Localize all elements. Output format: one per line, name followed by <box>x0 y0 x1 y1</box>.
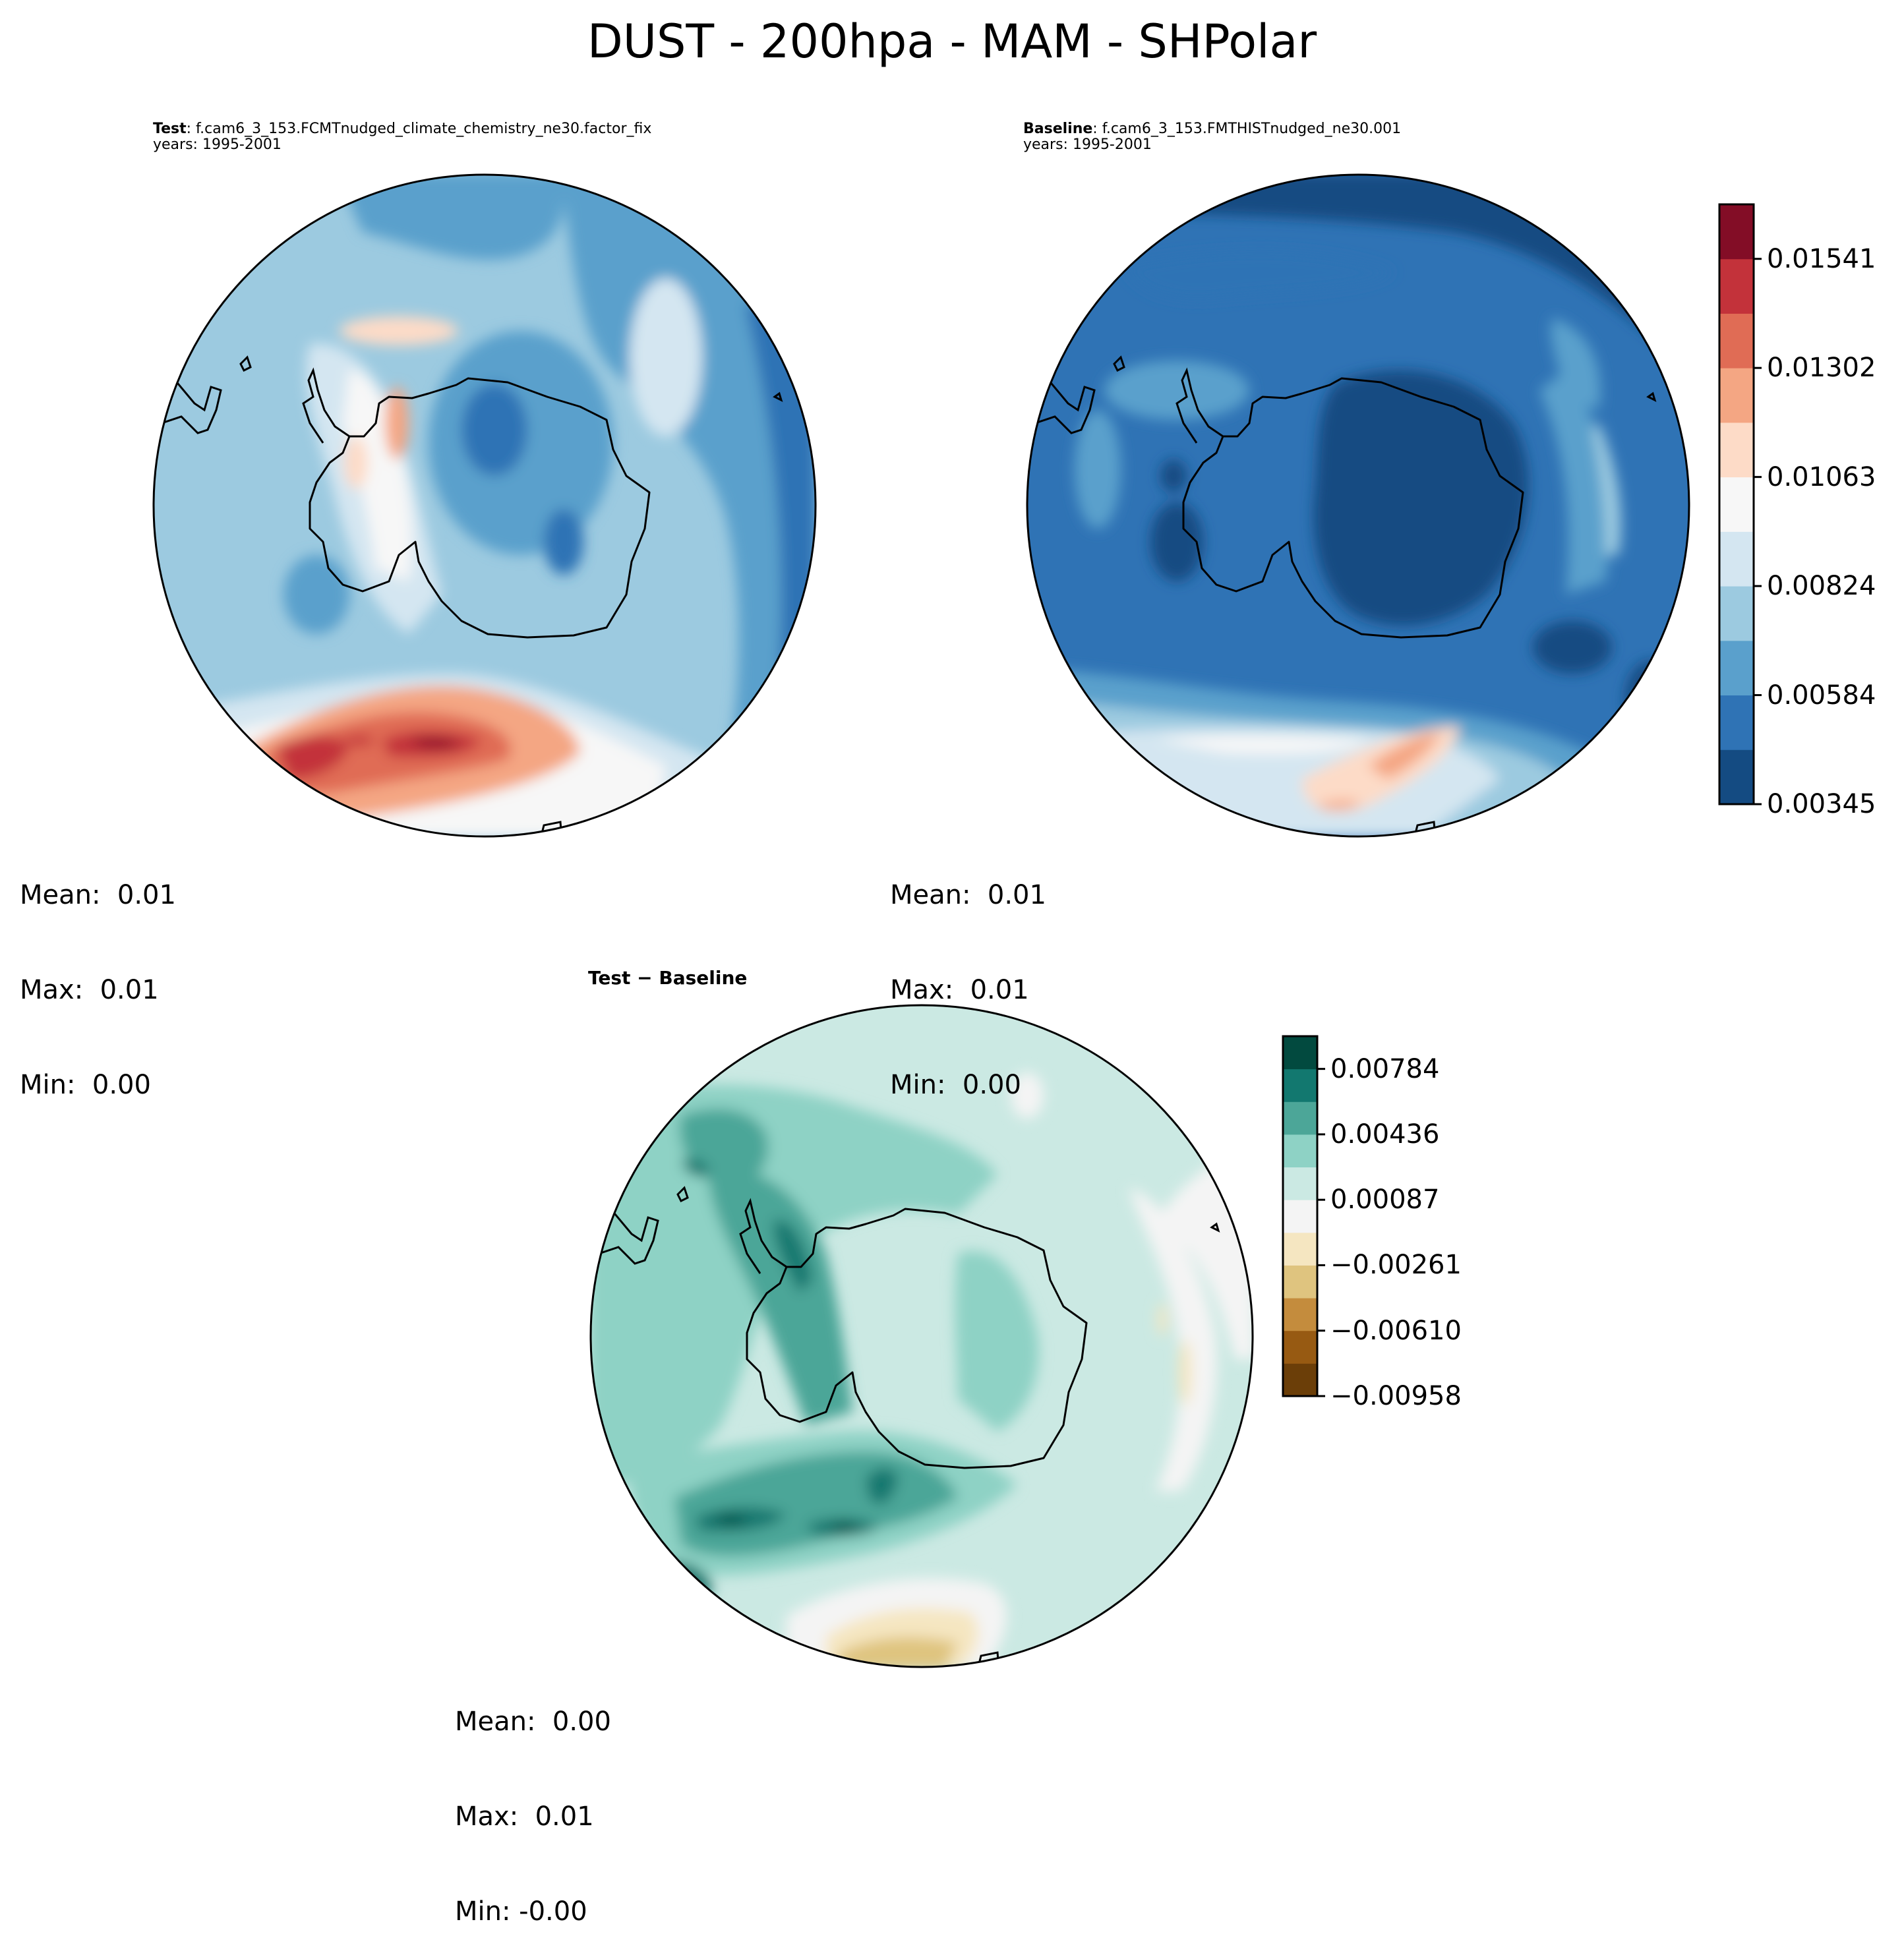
main-colorbar-segment <box>1719 368 1754 423</box>
diff-colorbar-tick-label: −0.00610 <box>1330 1315 1462 1346</box>
main-colorbar <box>1718 203 1762 805</box>
main-colorbar-frame <box>1718 203 1755 805</box>
test-case-name: : f.cam6_3_153.FCMTnudged_climate_chemis… <box>186 121 652 137</box>
main-colorbar-segment <box>1719 586 1754 641</box>
diff-min: Min: -0.00 <box>455 1896 587 1927</box>
diff-colorbar-tick-label: −0.00958 <box>1330 1381 1462 1411</box>
diff-colorbar-segment <box>1283 1134 1317 1168</box>
diff-colorbar-segment <box>1283 1298 1317 1331</box>
diff-max: Max: 0.01 <box>455 1801 594 1832</box>
diff-mean: Mean: 0.00 <box>455 1707 611 1737</box>
test-map <box>152 173 817 838</box>
main-colorbar-tick-label: 0.01063 <box>1767 461 1876 492</box>
test-mean: Mean: 0.01 <box>20 880 176 910</box>
main-colorbar-tick-label: 0.00584 <box>1767 680 1876 711</box>
diff-subtitle: Test − Baseline <box>588 967 748 989</box>
baseline-case-name: : f.cam6_3_153.FMTHISTnudged_ne30.001 <box>1092 121 1402 137</box>
baseline-years: years: 1995-2001 <box>1023 136 1152 153</box>
main-colorbar-tick-label: 0.01541 <box>1767 243 1876 274</box>
diff-colorbar-segment <box>1283 1200 1317 1233</box>
main-colorbar-segment <box>1719 204 1754 260</box>
main-colorbar-segment <box>1719 313 1754 368</box>
test-label: Test <box>153 121 187 137</box>
main-colorbar-tick-label: 0.00824 <box>1767 571 1876 602</box>
diff-colorbar-segment <box>1283 1330 1317 1364</box>
baseline-subtitle: Baseline: f.cam6_3_153.FMTHISTnudged_ne3… <box>1023 121 1401 153</box>
baseline-map <box>1026 173 1690 838</box>
test-max: Max: 0.01 <box>20 975 159 1005</box>
diff-colorbar-tick-label: 0.00087 <box>1330 1184 1440 1215</box>
diff-colorbar-segment <box>1283 1363 1317 1397</box>
test-subtitle: Test: f.cam6_3_153.FCMTnudged_climate_ch… <box>153 121 651 153</box>
main-colorbar-segment <box>1719 531 1754 587</box>
diff-colorbar-segment <box>1283 1068 1317 1102</box>
main-colorbar-segment <box>1719 477 1754 532</box>
main-colorbar-segment <box>1719 640 1754 696</box>
diff-colorbar <box>1282 1035 1325 1397</box>
main-colorbar-segment <box>1719 422 1754 478</box>
diff-colorbar-segment <box>1283 1101 1317 1135</box>
main-colorbar-segment <box>1719 749 1754 805</box>
diff-colorbar-segment <box>1283 1265 1317 1299</box>
diff-colorbar-segment <box>1283 1167 1317 1200</box>
diff-colorbar-segment <box>1283 1036 1317 1070</box>
baseline-mean: Mean: 0.01 <box>890 880 1046 910</box>
main-colorbar-segment <box>1719 695 1754 750</box>
page-title: DUST - 200hpa - MAM - SHPolar <box>587 15 1317 69</box>
diff-colorbar-tick-label: −0.00261 <box>1330 1250 1462 1281</box>
diff-colorbar-frame <box>1282 1035 1319 1397</box>
baseline-stats: Mean: 0.01 Max: 0.01 Min: 0.00 <box>890 816 1046 1132</box>
test-stats: Mean: 0.01 Max: 0.01 Min: 0.00 <box>20 816 176 1132</box>
test-years: years: 1995-2001 <box>153 136 282 153</box>
diff-colorbar-segment <box>1283 1232 1317 1266</box>
baseline-min: Min: 0.00 <box>890 1070 1021 1100</box>
main-colorbar-segment <box>1719 258 1754 314</box>
main-colorbar-tick-label: 0.00345 <box>1767 789 1876 819</box>
diff-colorbar-tick-label: 0.00784 <box>1330 1053 1440 1084</box>
baseline-max: Max: 0.01 <box>890 975 1029 1005</box>
main-colorbar-tick-label: 0.01302 <box>1767 353 1876 384</box>
diff-map <box>589 1004 1254 1668</box>
test-min: Min: 0.00 <box>20 1070 151 1100</box>
baseline-label: Baseline <box>1023 121 1093 137</box>
diff-colorbar-tick-label: 0.00436 <box>1330 1119 1440 1150</box>
diff-stats: Mean: 0.00 Max: 0.01 Min: -0.00 <box>455 1643 611 1959</box>
